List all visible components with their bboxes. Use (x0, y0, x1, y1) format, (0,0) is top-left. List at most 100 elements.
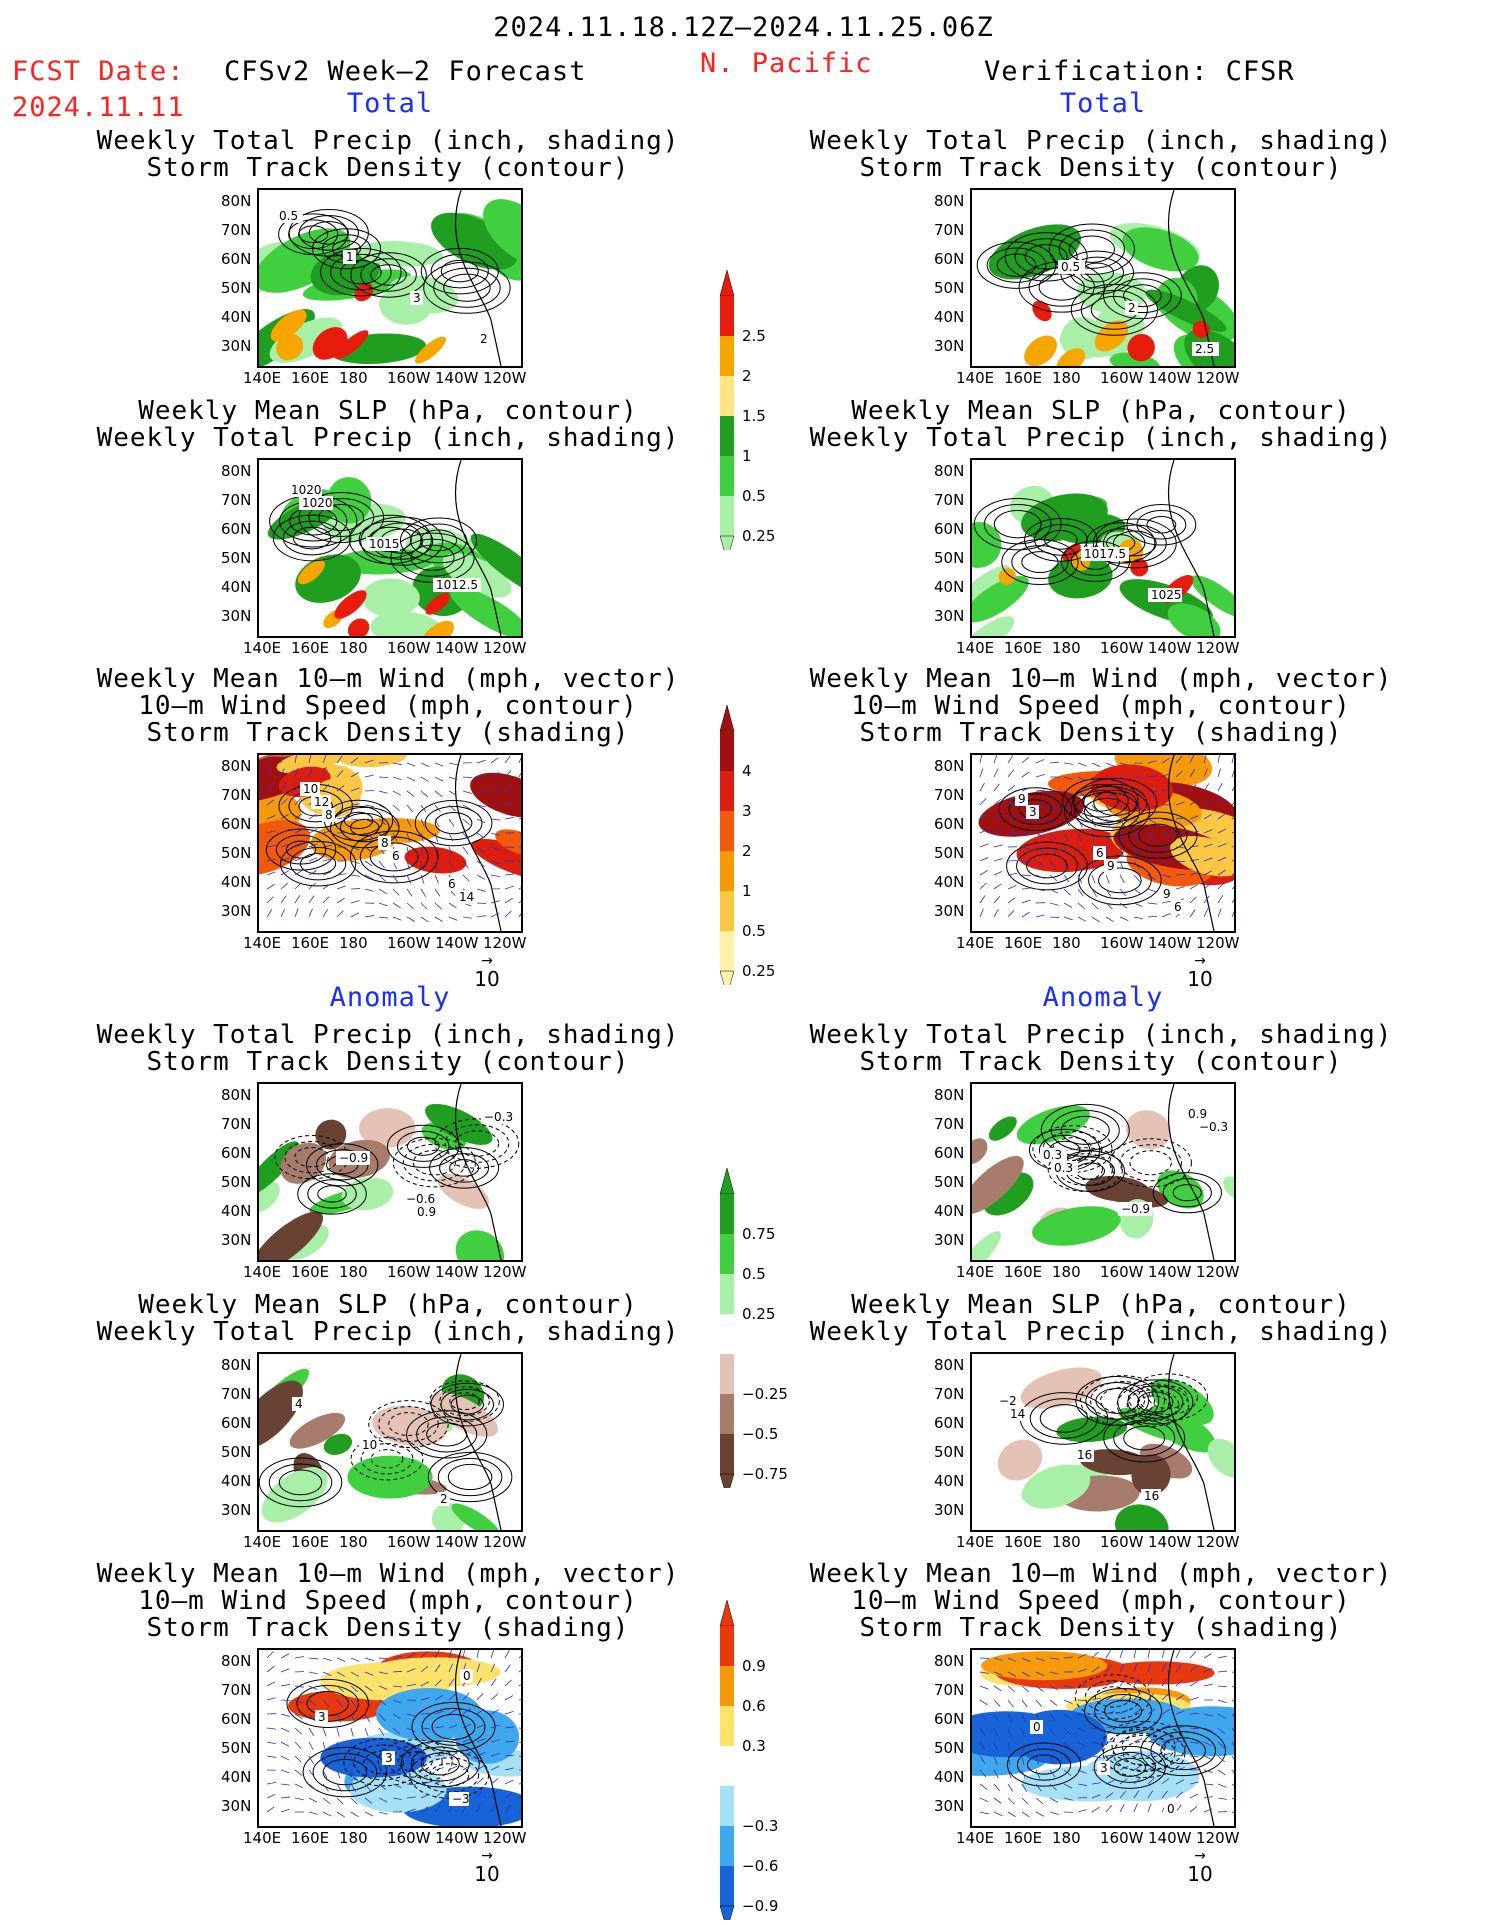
wind-vector (406, 1727, 416, 1732)
wind-vector (993, 883, 1002, 890)
wind-vector (434, 860, 438, 870)
wind-vector (1203, 908, 1209, 918)
contour-label: 9 (1107, 859, 1115, 873)
contour-label-bg (322, 808, 335, 822)
vector-reference-value: 10 (474, 1862, 500, 1886)
contour-line (1062, 778, 1139, 824)
precip-shading (442, 553, 512, 598)
wind-vector (1203, 857, 1213, 862)
wind-vector (1007, 1671, 1017, 1677)
wind-vector (1049, 1685, 1059, 1691)
wind-vector (1077, 1668, 1087, 1673)
contour-line (1039, 1404, 1089, 1433)
wind-vector (979, 813, 988, 820)
wind-vector (406, 1783, 416, 1786)
lon-tick-label: 140E (956, 639, 995, 657)
wind-vector (1063, 1783, 1073, 1789)
wind-vector (476, 1723, 486, 1729)
p11-map: 14 16 16 −2 (970, 1352, 1236, 1532)
wind-vector (1063, 1769, 1072, 1776)
colorbar-cap (720, 705, 735, 732)
wind-vector (1217, 856, 1227, 862)
wind-vector (993, 1671, 1003, 1676)
contour-label: 0.3 (1043, 1148, 1062, 1162)
lon-tick-label: 140E (243, 1263, 282, 1281)
wind-vector (1035, 846, 1044, 853)
contour-line (1102, 524, 1167, 563)
wind-vector (504, 801, 514, 806)
wind-vector (1175, 755, 1183, 764)
wind-vector (1231, 1741, 1234, 1747)
wind-vector (1217, 895, 1224, 904)
contour-line (397, 1751, 433, 1772)
contour-line (1121, 1732, 1166, 1759)
wind-vector (1049, 790, 1059, 794)
wind-vector (1077, 888, 1084, 897)
wind-vector (350, 803, 360, 806)
wind-vector (490, 1778, 499, 1785)
contour-label-bg (1081, 547, 1129, 561)
lon-tick-label: 160W (1100, 1829, 1144, 1847)
wind-vector (979, 908, 984, 918)
wind-vector (420, 902, 428, 910)
wind-vector (1217, 1741, 1225, 1749)
wind-vector (266, 815, 276, 820)
contour-label: 12 (314, 795, 329, 809)
wind-vector (1021, 832, 1031, 836)
wind-vector (364, 1685, 373, 1692)
contour-label: 4 (295, 1397, 303, 1411)
precip-anomaly-shading (1079, 1449, 1149, 1476)
colorbar-label: 1 (742, 447, 752, 465)
wind-vector (1203, 843, 1213, 848)
wind-vector (1119, 1678, 1126, 1687)
wind-vector (1203, 768, 1208, 778)
p2-title: Weekly Mean SLP (hPa, contour) Weekly To… (96, 396, 680, 453)
wind-vector (336, 770, 344, 778)
wind-vector (406, 888, 413, 897)
lon-tick-label: 160E (1004, 934, 1043, 952)
wind-vector (462, 860, 469, 869)
contour-line (1080, 1375, 1166, 1426)
wind-vector (518, 1699, 521, 1701)
contour-label-bg (1051, 1161, 1078, 1175)
colorbar-label: 0.25 (742, 962, 776, 980)
wind-vector (1217, 828, 1227, 834)
contour-line (370, 1449, 404, 1469)
wind-vector (1063, 776, 1073, 780)
wind-vector (1147, 775, 1157, 778)
wind-vector (1231, 1699, 1234, 1702)
contour-label: −2 (999, 1394, 1017, 1408)
colorbar-label: 1 (742, 882, 752, 900)
contour-line (434, 812, 473, 835)
colorbar-swatch (720, 456, 734, 496)
wind-vector (1189, 799, 1198, 806)
wind-vector (1105, 1779, 1115, 1785)
wind-vector (1161, 1663, 1166, 1673)
contour-line (353, 1744, 414, 1781)
wind-vector (1049, 1741, 1055, 1751)
wind-vector (490, 1803, 496, 1813)
contour-label-bg (460, 1669, 473, 1683)
precip-anomaly-shading (1207, 1438, 1234, 1478)
contour-line (423, 261, 511, 314)
contour-line (1014, 238, 1078, 276)
contour-label-bg (996, 1394, 1016, 1408)
wind-vector (378, 776, 389, 778)
wind-vector (1189, 1651, 1197, 1659)
wind-vector (364, 1741, 369, 1751)
contour-line (349, 830, 439, 884)
contour-line (308, 220, 349, 245)
wind-vector (1231, 1811, 1234, 1813)
lat-tick-label: 30N (221, 1797, 252, 1815)
wind-vector (1147, 1777, 1155, 1785)
wind-vector (322, 1727, 327, 1737)
precip-anomaly-shading (429, 1392, 499, 1437)
contour-line (1126, 503, 1197, 546)
wind-vector (1007, 1699, 1014, 1708)
contour-line (1082, 790, 1119, 812)
wind-vector (406, 1668, 416, 1673)
contour-label-bg (1097, 1761, 1110, 1775)
lon-tick-label: 120W (483, 934, 527, 952)
wind-vector (308, 1713, 316, 1722)
colorbar-swatch (720, 1194, 734, 1234)
